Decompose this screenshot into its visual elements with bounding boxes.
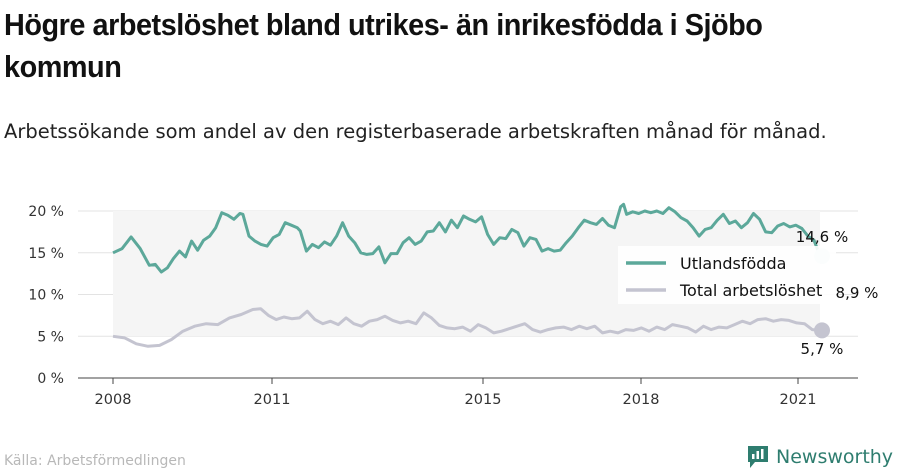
series-line-total [112,307,821,348]
legend-background [618,246,836,304]
legend-label: Utlandsfödda [680,254,786,273]
page-subtitle: Arbetssökande som andel av den registerb… [4,120,827,143]
x-tick-label: 2021 [780,392,817,408]
brand-logo[interactable]: Newsworthy [746,443,893,471]
value-annotation: 5,7 % [801,340,844,358]
x-tick-label: 2011 [254,392,291,408]
y-tick-label: 0 % [37,371,64,387]
end-point-total [814,322,830,339]
x-tick-label: 2015 [465,392,502,408]
annotations: 14,6 % 8,9 % 5,7 % [796,228,879,358]
y-tick-label: 15 % [28,246,64,262]
y-tick-label: 20 % [28,204,64,220]
series-line-utlandsfodda [112,202,822,274]
source-note: Källa: Arbetsförmedlingen [4,453,186,469]
x-tick-label: 2018 [623,392,660,408]
page-title: Högre arbetslöshet bland utrikes- än inr… [4,7,763,84]
newsworthy-logo-icon [748,446,768,468]
y-axis-ticks: 0 % 5 % 10 % 15 % 20 % [28,204,64,387]
value-annotation: 14,6 % [796,228,848,246]
legend-label: Total arbetslöshet [679,281,822,300]
y-tick-label: 5 % [37,329,64,345]
x-tick-label: 2008 [95,392,132,408]
value-annotation: 8,9 % [836,284,879,302]
x-axis: 2008 2011 2015 2018 2021 [95,378,817,408]
brand-name: Newsworthy [776,446,894,468]
legend: Utlandsfödda Total arbetslöshet [618,246,836,304]
y-tick-label: 10 % [28,288,64,304]
